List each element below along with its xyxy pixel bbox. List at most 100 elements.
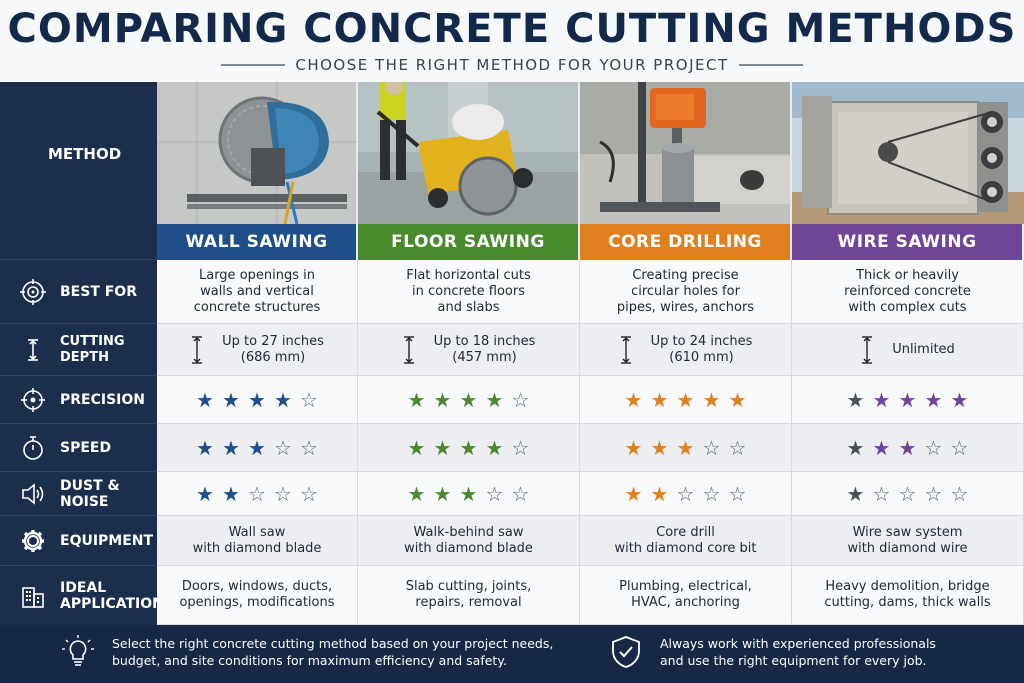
depth-arrow-icon — [192, 335, 203, 364]
depth-value: Up to 27 inches (686 mm) — [190, 334, 324, 366]
depth-line: (610 mm) — [669, 349, 734, 365]
footer-tip-text: Select the right concrete cutting method… — [112, 635, 553, 669]
star-filled-icon: ★ — [872, 387, 891, 412]
lightbulb-icon — [60, 634, 96, 670]
best-for-text: Thick or heavily reinforced concrete with … — [844, 268, 971, 316]
star-rating: ★ ★ ★ ★ ☆ — [195, 390, 319, 410]
star-filled-icon: ★ — [196, 435, 214, 460]
header: COMPARING CONCRETE CUTTING METHODS CHOOS… — [0, 0, 1024, 82]
wall-saw-photo — [157, 82, 358, 224]
text-line: Slab cutting, joints, — [405, 579, 532, 594]
star-filled-icon: ★ — [433, 387, 452, 412]
star-filled-icon: ★ — [485, 435, 504, 460]
text-line: Plumbing, electrical, — [619, 579, 752, 594]
target-icon — [20, 278, 46, 305]
depth-arrow-icon — [20, 337, 46, 363]
depth-arrow-icon — [620, 335, 631, 364]
depth-text: Up to 27 inches (686 mm) — [222, 334, 324, 366]
footer-safety: Always work with experienced professiona… — [608, 634, 936, 670]
star-filled-icon: ★ — [433, 481, 452, 506]
depth-line: Unlimited — [892, 341, 955, 357]
star-empty-icon: ☆ — [274, 481, 292, 506]
page-subtitle: CHOOSE THE RIGHT METHOD FOR YOUR PROJECT — [295, 56, 729, 74]
star-filled-icon: ★ — [676, 435, 695, 460]
depth-text: Unlimited — [892, 342, 955, 358]
precision-cell: ★ ★ ★ ★ ★ — [792, 376, 1024, 424]
star-filled-icon: ★ — [650, 435, 669, 460]
applications-cell: Slab cutting, joints, repairs, removal — [358, 566, 580, 625]
equipment-text: Core drill with diamond core bit — [614, 525, 756, 557]
depth-cell: Up to 24 inches (610 mm) — [580, 324, 792, 376]
depth-value: Unlimited — [860, 335, 955, 365]
star-empty-icon: ☆ — [728, 435, 747, 460]
text-line: with diamond blade — [192, 540, 322, 556]
depth-line: Up to 24 inches — [650, 333, 753, 349]
depth-text: Up to 18 inches (457 mm) — [434, 334, 536, 366]
text-line: and slabs — [437, 299, 500, 315]
text-line: Large openings in — [198, 267, 315, 283]
equipment-cell: Wall saw with diamond blade — [157, 516, 358, 566]
crosshair-icon — [20, 387, 46, 413]
star-filled-icon: ★ — [898, 435, 917, 460]
star-filled-icon: ★ — [898, 387, 917, 412]
text-line: with diamond wire — [847, 540, 968, 556]
star-empty-icon: ☆ — [300, 387, 318, 412]
star-filled-icon: ★ — [846, 387, 865, 412]
best-for-cell: Creating precise circular holes for pipes,… — [580, 260, 792, 324]
applications-text: Doors, windows, ducts, openings, modifica… — [179, 579, 334, 611]
depth-line: Up to 18 inches — [433, 333, 536, 349]
text-line: cutting, dams, thick walls — [824, 595, 991, 610]
depth-text: Up to 24 inches (610 mm) — [651, 334, 753, 366]
text-line: Creating precise — [632, 267, 739, 283]
footer-safety-line1: Always work with experienced professiona… — [660, 636, 936, 651]
depth-value: Up to 24 inches (610 mm) — [619, 334, 753, 366]
footer: Select the right concrete cutting method… — [0, 625, 1024, 683]
speaker-icon — [20, 481, 46, 507]
star-filled-icon: ★ — [624, 481, 643, 506]
star-empty-icon: ☆ — [511, 435, 530, 460]
star-empty-icon: ☆ — [300, 435, 318, 460]
equipment-cell: Wire saw system with diamond wire — [792, 516, 1024, 566]
text-line: reinforced concrete — [844, 283, 971, 299]
star-rating: ★ ★ ★ ★ ★ — [846, 390, 970, 410]
star-filled-icon: ★ — [924, 387, 943, 412]
applications-text: Slab cutting, joints, repairs, removal — [406, 579, 532, 611]
method-header: WALL SAWING — [157, 224, 358, 260]
text-line: circular holes for — [631, 283, 740, 299]
text-line: Core drill — [656, 524, 715, 540]
depth-line: (686 mm) — [240, 349, 306, 365]
applications-cell: Heavy demolition, bridge cutting, dams, t… — [792, 566, 1024, 625]
star-empty-icon: ☆ — [274, 435, 292, 460]
star-filled-icon: ★ — [196, 387, 214, 412]
text-line: Flat horizontal cuts — [406, 267, 531, 283]
best-for-text: Large openings in walls and vertical concr… — [194, 268, 321, 316]
star-filled-icon: ★ — [459, 481, 478, 506]
star-filled-icon: ★ — [728, 387, 747, 412]
text-line: Wire saw system — [852, 524, 963, 540]
label-best-for-text: BEST FOR — [60, 283, 137, 300]
label-ideal-line2: APPLICATIONS — [60, 595, 174, 612]
method-header: FLOOR SAWING — [358, 224, 580, 260]
text-line: with diamond core bit — [614, 540, 757, 556]
best-for-cell: Large openings in walls and vertical concr… — [157, 260, 358, 324]
label-equipment: EQUIPMENT — [0, 516, 157, 566]
best-for-text: Flat horizontal cuts in concrete floors an… — [406, 268, 531, 316]
footer-safety-line2: and use the right equipment for every jo… — [660, 653, 927, 668]
text-line: HVAC, anchoring — [631, 595, 740, 610]
dust-noise-cell: ★ ★ ☆ ☆ ☆ — [580, 472, 792, 516]
text-line: repairs, removal — [415, 595, 522, 610]
speed-cell: ★ ★ ★ ☆ ☆ — [580, 424, 792, 472]
footer-tip-line1: Select the right concrete cutting method… — [112, 636, 554, 651]
star-empty-icon: ☆ — [300, 481, 318, 506]
star-empty-icon: ☆ — [702, 435, 721, 460]
label-speed: SPEED — [0, 424, 157, 472]
best-for-text: Creating precise circular holes for pipes,… — [617, 268, 754, 316]
star-filled-icon: ★ — [433, 435, 452, 460]
footer-safety-text: Always work with experienced professiona… — [660, 635, 936, 669]
text-line: in concrete floors — [412, 283, 525, 299]
text-line: with diamond blade — [404, 540, 533, 556]
core-drill-photo — [580, 82, 792, 224]
star-filled-icon: ★ — [196, 481, 214, 506]
depth-value: Up to 18 inches (457 mm) — [402, 334, 536, 366]
label-precision: PRECISION — [0, 376, 157, 424]
